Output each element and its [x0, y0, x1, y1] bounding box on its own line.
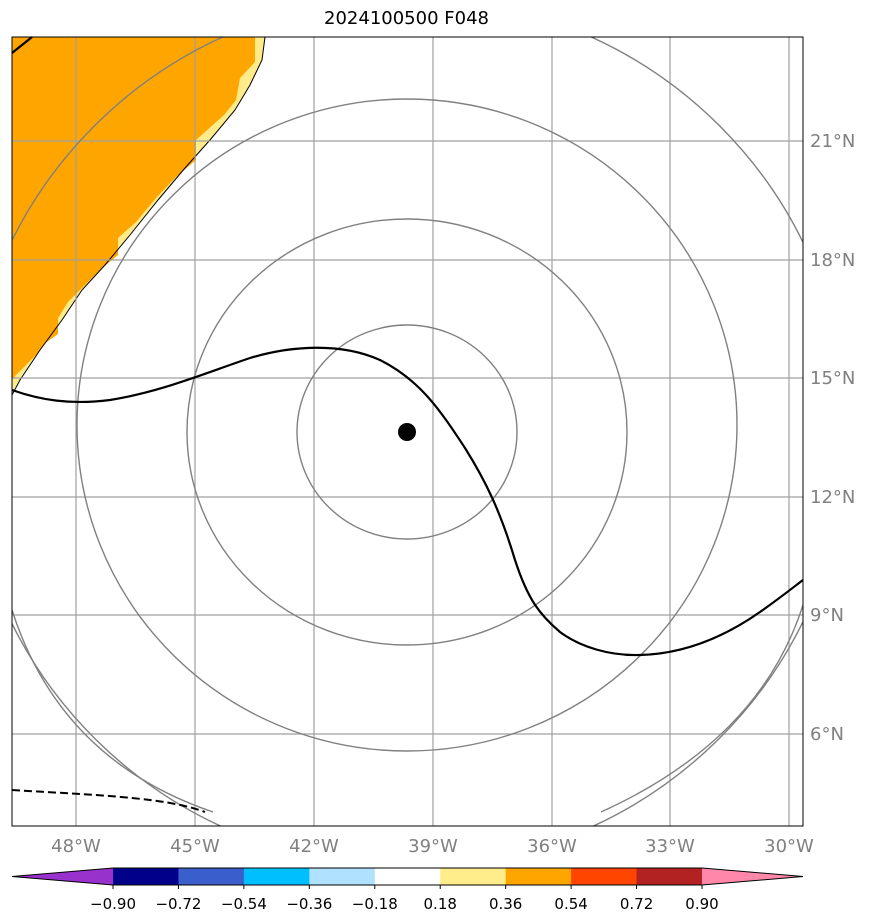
colorbar-segment — [113, 868, 179, 885]
lon-tick-label: 48°W — [51, 836, 101, 857]
colorbar-segment — [178, 868, 245, 885]
lat-tick-label: 9°N — [810, 605, 844, 626]
contour-corner — [11, 36, 33, 54]
range-rings — [12, 37, 803, 826]
lat-tick-label: 21°N — [810, 131, 855, 152]
lon-tick-label: 33°W — [645, 836, 695, 857]
lon-tick-label: 42°W — [289, 836, 339, 857]
colorbar-tick-label: −0.72 — [155, 895, 201, 913]
chart-title: 2024100500 F048 — [324, 8, 489, 29]
colorbar-tick-label: −0.90 — [90, 895, 136, 913]
outer-range-ring — [600, 604, 803, 813]
land-area — [12, 37, 255, 380]
lat-tick-label: 6°N — [810, 724, 844, 745]
colorbar-segment — [571, 868, 638, 885]
colorbar-tick-label: 0.54 — [554, 895, 587, 913]
coastline — [11, 36, 266, 396]
colorbar-segment — [440, 868, 507, 885]
colorbar-segment — [505, 868, 572, 885]
lon-gridlines — [75, 37, 790, 826]
colorbar-segment — [636, 868, 703, 885]
contour-solid — [12, 346, 803, 657]
colorbar-tick-label: −0.54 — [221, 895, 267, 913]
lat-tick-label: 18°N — [810, 250, 855, 271]
lon-tick-label: 36°W — [527, 836, 577, 857]
colorbar-segment — [374, 868, 441, 885]
contour-dashed — [11, 789, 206, 813]
colorbar-extend-max — [702, 868, 803, 885]
storm-center-marker — [398, 423, 416, 441]
lon-tick-label: 30°W — [764, 836, 814, 857]
plot-frame — [11, 36, 804, 827]
colorbar-segment — [243, 868, 310, 885]
lat-tick-label: 12°N — [810, 487, 855, 508]
lon-tick-label: 45°W — [170, 836, 220, 857]
colorbar-tick-label: −0.36 — [286, 895, 332, 913]
colorbar-tick-label: 0.72 — [620, 895, 653, 913]
outer-range-ring — [12, 609, 214, 813]
colorbar — [11, 867, 804, 886]
colorbar-segment — [309, 868, 376, 885]
colorbar-tick-label: 0.36 — [489, 895, 522, 913]
colorbar-extend-min — [12, 868, 113, 885]
lon-tick-label: 39°W — [408, 836, 458, 857]
colorbar-tick-label: 0.90 — [685, 895, 718, 913]
lat-tick-label: 15°N — [810, 368, 855, 389]
colorbar-tick-label: 0.18 — [424, 895, 457, 913]
colorbar-tick-label: −0.18 — [352, 895, 398, 913]
